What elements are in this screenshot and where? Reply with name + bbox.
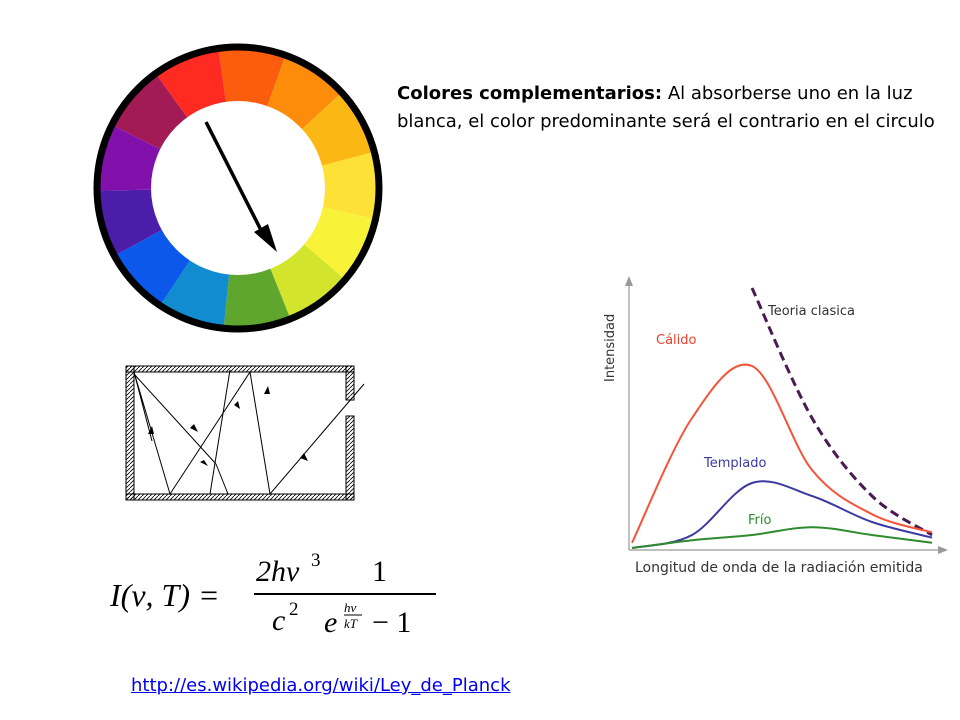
caption-bold: Colores complementarios: — [397, 83, 663, 104]
caption: Colores complementarios: Al absorberse u… — [397, 80, 937, 136]
series-label-frio: Frío — [748, 513, 771, 528]
series-label-templado: Templado — [703, 456, 766, 471]
formula-lhs: I(ν, T) = — [109, 577, 220, 613]
color-wheel — [93, 43, 383, 333]
cavity-ray-2 — [133, 373, 217, 465]
blackbody-cavity-diagram — [125, 365, 365, 501]
complementary-arrow-head — [254, 224, 277, 252]
y-axis-arrow — [625, 276, 633, 286]
formula-exp-base: e — [324, 606, 337, 639]
formula-exp-denominator: kT — [344, 616, 358, 631]
color-wheel-outline — [93, 43, 383, 333]
formula-numerator: 2hν — [256, 555, 300, 588]
cavity-ray-arrows — [148, 386, 308, 466]
formula-numerator-exponent: 3 — [311, 550, 321, 571]
planck-formula: I(ν, T) = 2hν 3 c 2 1 e hν kT − 1 — [109, 550, 436, 639]
planck-radiation-chart: Intensidad Longitud de onda de la radiac… — [603, 276, 948, 576]
formula-denominator-exponent: 2 — [289, 599, 299, 620]
formula-denominator: c — [272, 604, 285, 637]
series-line-3 — [631, 526, 933, 549]
cavity-ray-4 — [209, 369, 231, 495]
x-axis-arrow — [938, 546, 948, 554]
planck-series-group — [631, 287, 933, 549]
x-axis-label: Longitud de onda de la radiación emitida — [635, 560, 923, 576]
series-label-teoria-clasica: Teoria clasica — [767, 304, 855, 319]
series-line-0 — [750, 287, 933, 537]
cavity-ray — [133, 370, 365, 496]
caption-text: Al absorberse uno en la luz blanca, el c… — [397, 83, 935, 132]
complementary-arrow-line — [204, 121, 268, 241]
formula-exp-numerator: hν — [344, 600, 357, 615]
series-label-calido: Cálido — [656, 333, 697, 348]
wikipedia-source-link[interactable]: http://es.wikipedia.org/wiki/Ley_de_Plan… — [131, 675, 511, 696]
formula-minus-one: − 1 — [372, 606, 411, 639]
series-line-1 — [631, 363, 933, 544]
series-line-2 — [631, 480, 933, 549]
formula-numerator-2: 1 — [372, 555, 387, 588]
cavity-walls — [125, 365, 355, 501]
y-axis-label: Intensidad — [603, 314, 618, 382]
cavity-ray-3 — [215, 463, 229, 495]
